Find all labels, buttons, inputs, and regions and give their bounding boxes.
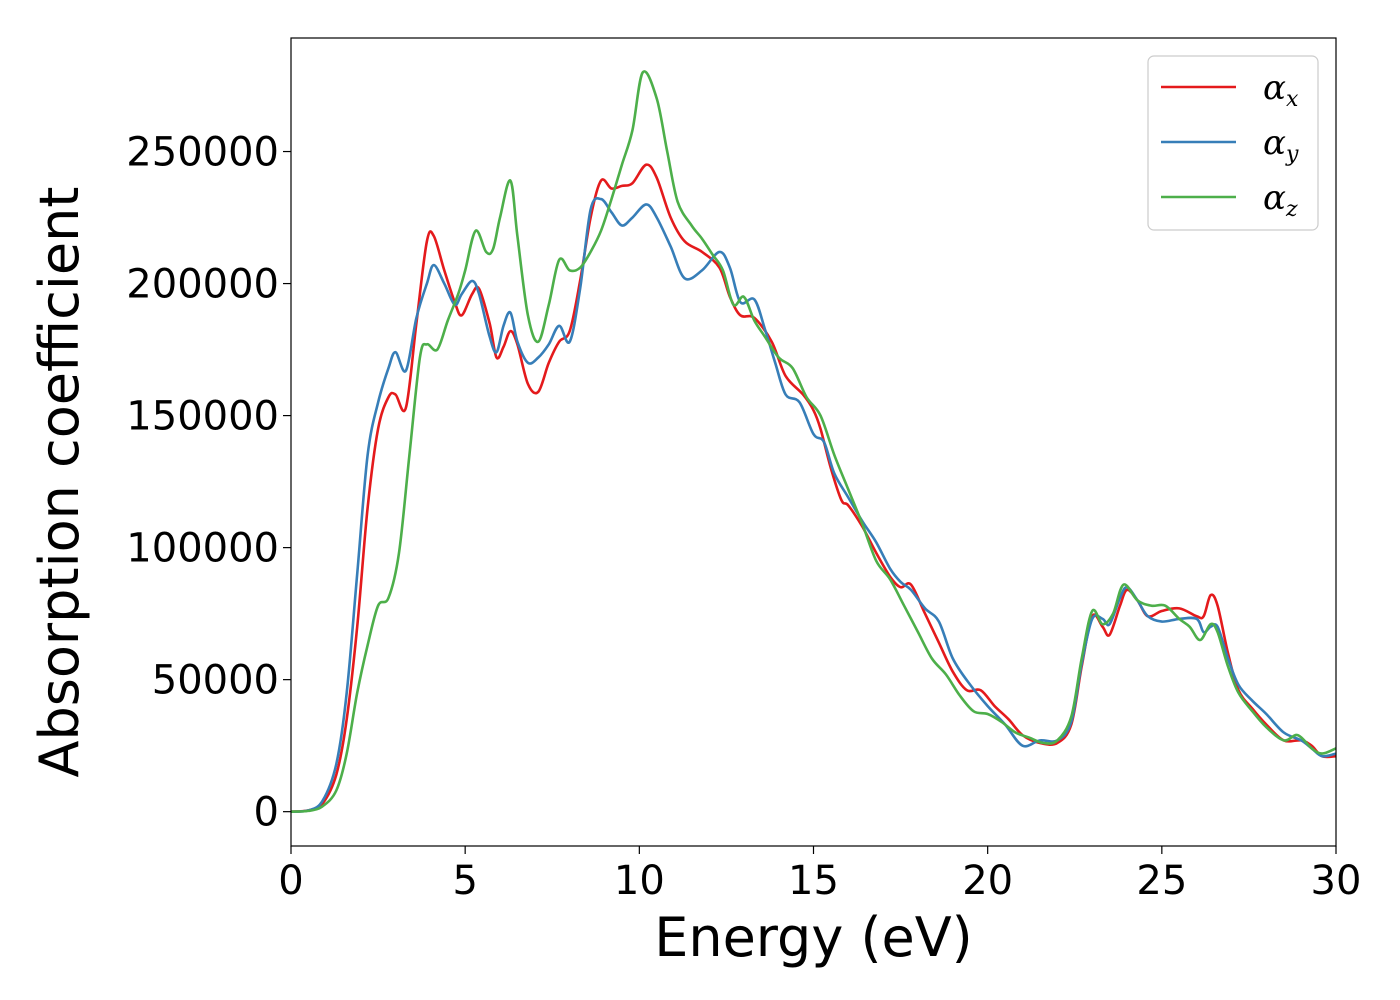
legend-label-alpha-x: αx [1263,68,1299,112]
y-axis-title: Absorption coefficient [28,187,91,778]
x-tick-label: 5 [452,858,477,904]
x-tick-label: 10 [614,858,665,904]
series-line-alpha-z [291,70,1336,813]
legend-label-alpha-y: αy [1263,123,1299,167]
x-axis: 0 5 10 15 20 25 30 [278,846,1361,904]
y-tick-label: 100000 [126,526,279,572]
legend-label-symbol: α [1263,123,1286,163]
x-tick-label: 20 [962,858,1013,904]
x-axis-title: Energy (eV) [654,906,973,969]
y-axis: 0 50000 100000 150000 200000 250000 [126,130,291,836]
legend-label-subscript: y [1285,142,1299,167]
y-tick-label: 200000 [126,262,279,308]
x-tick-label: 0 [278,858,303,904]
y-tick-label: 250000 [126,130,279,176]
series-line-alpha-x [291,163,1336,813]
x-tick-label: 25 [1136,858,1187,904]
legend-label-alpha-z: αz [1263,178,1298,222]
y-tick-label: 150000 [126,394,279,440]
y-tick-label: 50000 [152,658,279,704]
x-tick-label: 30 [1311,858,1362,904]
series-line-alpha-y [291,196,1336,813]
x-tick-label: 15 [788,858,839,904]
series-layer [291,70,1336,813]
legend-label-subscript: z [1285,197,1298,222]
y-tick-label: 0 [254,790,279,836]
legend-label-symbol: α [1263,178,1286,218]
legend-label-subscript: x [1286,87,1299,112]
legend-label-symbol: α [1263,68,1286,108]
